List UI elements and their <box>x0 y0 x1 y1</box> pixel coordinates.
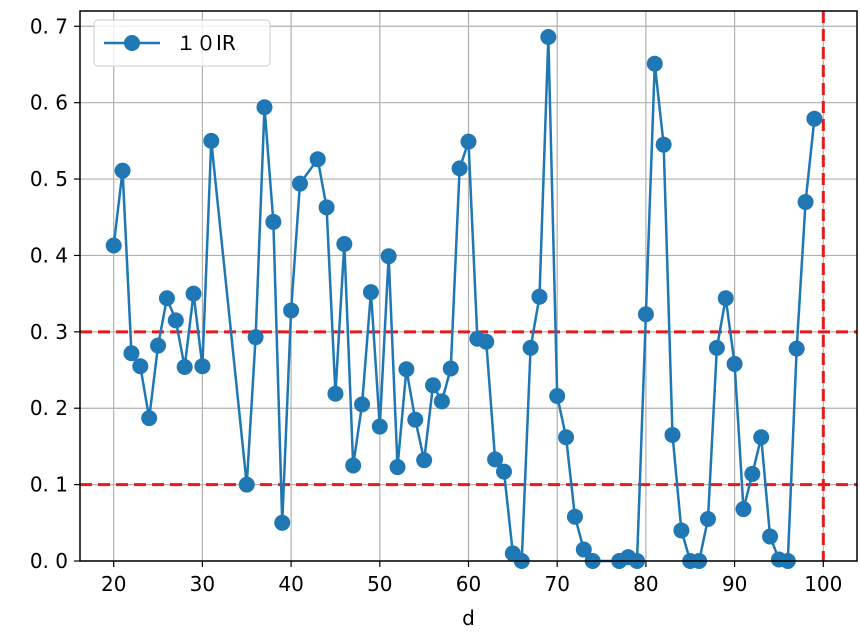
data-point <box>407 411 424 428</box>
data-point <box>380 248 397 265</box>
data-point <box>398 361 415 378</box>
x-tick-label: 20 <box>101 572 126 596</box>
data-point <box>664 426 681 443</box>
y-tick-label: 0. 1 <box>30 473 68 497</box>
data-point <box>105 237 122 254</box>
legend-label: １０IR <box>176 31 236 55</box>
data-point <box>265 213 282 230</box>
y-tick-label: 0. 5 <box>30 167 68 191</box>
y-tick-label: 0. 7 <box>30 14 68 38</box>
data-point <box>762 528 779 545</box>
data-point <box>256 99 273 116</box>
reference-lines <box>80 11 857 561</box>
x-tick-label: 80 <box>633 572 658 596</box>
data-point <box>442 360 459 377</box>
x-tick-label: 40 <box>278 572 303 596</box>
y-tick-label: 0. 3 <box>30 320 68 344</box>
data-point <box>336 235 353 252</box>
legend-marker <box>124 35 140 51</box>
data-point <box>708 339 725 356</box>
data-point <box>158 290 175 307</box>
data-point <box>283 302 300 319</box>
x-tick-label: 70 <box>544 572 569 596</box>
legend-box <box>93 19 271 67</box>
y-tick-label: 0. 4 <box>30 243 68 267</box>
data-point <box>345 457 362 474</box>
data-point <box>451 160 468 177</box>
data-point <box>318 199 335 216</box>
data-point <box>194 358 211 375</box>
data-point <box>566 508 583 525</box>
data-point <box>495 463 512 480</box>
data-point <box>460 133 477 150</box>
x-tick-label: 50 <box>367 572 392 596</box>
data-point <box>726 355 743 372</box>
data-point <box>487 451 504 468</box>
data-point <box>433 393 450 410</box>
data-point <box>150 337 167 354</box>
data-point <box>167 312 184 329</box>
data-point <box>141 410 158 427</box>
data-point <box>132 358 149 375</box>
data-point <box>744 465 761 482</box>
data-point <box>522 339 539 356</box>
data-point <box>425 377 442 394</box>
data-point <box>806 110 823 127</box>
data-point <box>247 329 264 346</box>
data-point <box>309 151 326 168</box>
y-axis-ticks: 0. 0 0. 1 0. 2 0. 3 0. 4 0. 5 0. 6 0. 7 <box>30 14 80 573</box>
data-point <box>788 340 805 357</box>
x-tick-label: 60 <box>456 572 481 596</box>
data-point <box>797 193 814 210</box>
x-tick-label: 100 <box>804 572 842 596</box>
data-point <box>238 476 255 493</box>
y-tick-label: 0. 0 <box>30 549 68 573</box>
legend: １０IR <box>93 19 271 67</box>
data-point <box>203 132 220 149</box>
data-point <box>371 418 388 435</box>
data-point <box>123 345 140 362</box>
y-tick-label: 0. 2 <box>30 396 68 420</box>
data-point <box>185 285 202 302</box>
data-point <box>531 288 548 305</box>
data-point <box>753 429 770 446</box>
data-point <box>575 541 592 558</box>
data-point <box>354 396 371 413</box>
data-point <box>646 55 663 72</box>
x-tick-label: 30 <box>190 572 215 596</box>
data-point <box>291 175 308 192</box>
data-point <box>362 284 379 301</box>
data-point <box>673 522 690 539</box>
data-point <box>416 452 433 469</box>
data-point <box>735 501 752 518</box>
x-axis-label: d <box>462 606 475 630</box>
data-point <box>699 510 716 527</box>
series-group <box>105 28 823 569</box>
data-point <box>549 388 566 404</box>
data-point <box>637 306 654 323</box>
y-tick-label: 0. 6 <box>30 91 68 115</box>
data-point <box>655 136 672 153</box>
data-point <box>274 514 291 531</box>
x-tick-label: 90 <box>722 572 747 596</box>
data-point <box>114 162 131 179</box>
data-point <box>389 459 406 476</box>
data-point <box>327 385 344 402</box>
data-point <box>478 333 495 350</box>
x-axis-ticks: 20 30 40 50 60 70 80 90 100 <box>101 561 842 596</box>
data-point <box>717 290 734 307</box>
data-point <box>558 429 575 446</box>
data-point <box>540 28 557 45</box>
data-point <box>176 358 193 375</box>
